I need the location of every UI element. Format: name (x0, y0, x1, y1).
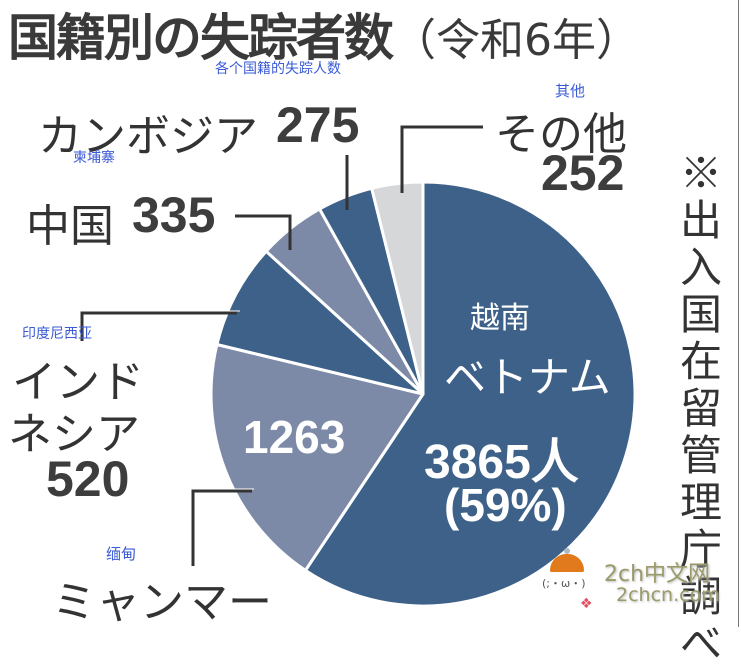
slice-myanmar (209, 343, 425, 572)
label-cambodia-cn: 柬埔寨 (73, 150, 115, 166)
value-indonesia: 520 (46, 451, 130, 507)
value-china: 335 (132, 187, 216, 243)
value-myanmar: 1263 (243, 411, 346, 463)
percent-vietnam: (59%) (444, 479, 567, 531)
title-main: 国籍別の失踪者数 (8, 9, 394, 67)
label-indonesia-cn: 印度尼西亚 (22, 326, 92, 342)
leader-indonesia (80, 311, 237, 341)
title-cn-caption: 各个国籍的失踪人数 (215, 61, 341, 77)
label-vietnam-jp: ベトナム (444, 353, 611, 402)
label-others-cn: 其他 (555, 82, 586, 100)
value-cambodia: 275 (276, 97, 360, 153)
title-year: （令和6年） (392, 15, 640, 66)
slice-vietnam (303, 180, 637, 608)
value-vietnam: 3865人 (424, 436, 579, 489)
right-border (738, 0, 739, 627)
label-china-jp: 中国 (26, 201, 114, 252)
ornament-icon: ❖ (580, 596, 593, 612)
label-indonesia-jp-2: ネシア (8, 409, 140, 460)
chart-title: 国籍別の失踪者数（令和6年） (8, 0, 640, 70)
watermark-mascot: (;・ω・) ❖ (542, 548, 593, 618)
leader-others (400, 125, 483, 193)
watermark-line1: 2ch中文网 (604, 562, 711, 587)
label-vietnam-cn: 越南 (470, 301, 530, 336)
label-myanmar-jp: ミャンマー (52, 577, 272, 628)
slice-others (370, 180, 425, 396)
hat-icon (550, 554, 584, 572)
leader-china (235, 214, 292, 250)
value-others: 252 (541, 145, 625, 201)
pie-chart (80, 125, 637, 608)
watermark-line2: 2chcn.com (616, 584, 720, 606)
label-others-jp: その他 (495, 109, 627, 160)
label-indonesia-jp-1: インド (12, 357, 144, 408)
label-cambodia-jp: カンボジア (38, 111, 258, 162)
slice-indonesia (215, 249, 425, 396)
label-myanmar-cn: 缅甸 (106, 545, 137, 563)
watermark-face: (;・ω・) (542, 577, 586, 590)
leader-myanmar (191, 489, 252, 566)
